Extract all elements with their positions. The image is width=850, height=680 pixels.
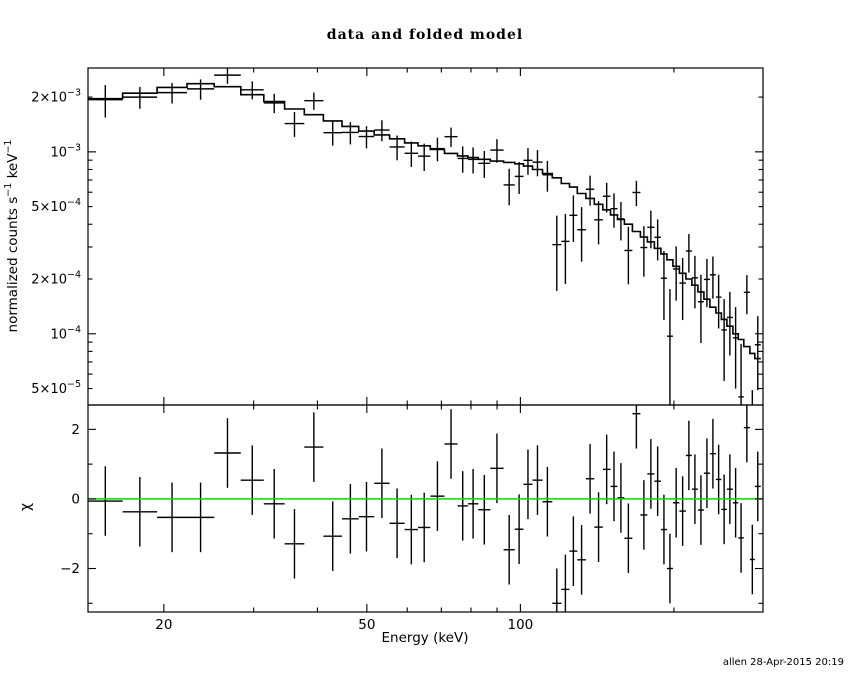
data-points	[88, 68, 761, 405]
model-line	[88, 82, 761, 360]
y-tick-label: 10−4	[50, 324, 81, 342]
x-axis-title: Energy (keV)	[381, 630, 469, 646]
y-axis-title: normalized counts s−1 keV−1	[3, 140, 21, 333]
x-tick-label: 100	[507, 617, 533, 633]
axis-ticks	[88, 68, 763, 612]
y-tick-label: 5×10−4	[31, 197, 81, 215]
plot-title: data and folded model	[326, 27, 524, 43]
spectrum-panel-content	[88, 68, 761, 405]
x-tick-label: 20	[155, 617, 172, 633]
y-tick-label: 2×10−3	[31, 88, 81, 106]
y-tick-label: 5×10−5	[31, 379, 81, 397]
residual-panel-content	[88, 405, 761, 612]
chi-tick-label: 2	[71, 422, 80, 438]
chi-tick-label: 0	[71, 491, 80, 507]
chi-tick-label: −2	[60, 561, 80, 577]
chi-axis-title: χ	[18, 503, 34, 511]
signature: allen 28-Apr-2015 20:19	[722, 657, 844, 668]
x-tick-label: 50	[358, 617, 375, 633]
y-tick-label: 2×10−4	[31, 270, 81, 288]
axes-frame	[87, 67, 764, 613]
y-tick-label: 10−3	[50, 142, 81, 160]
